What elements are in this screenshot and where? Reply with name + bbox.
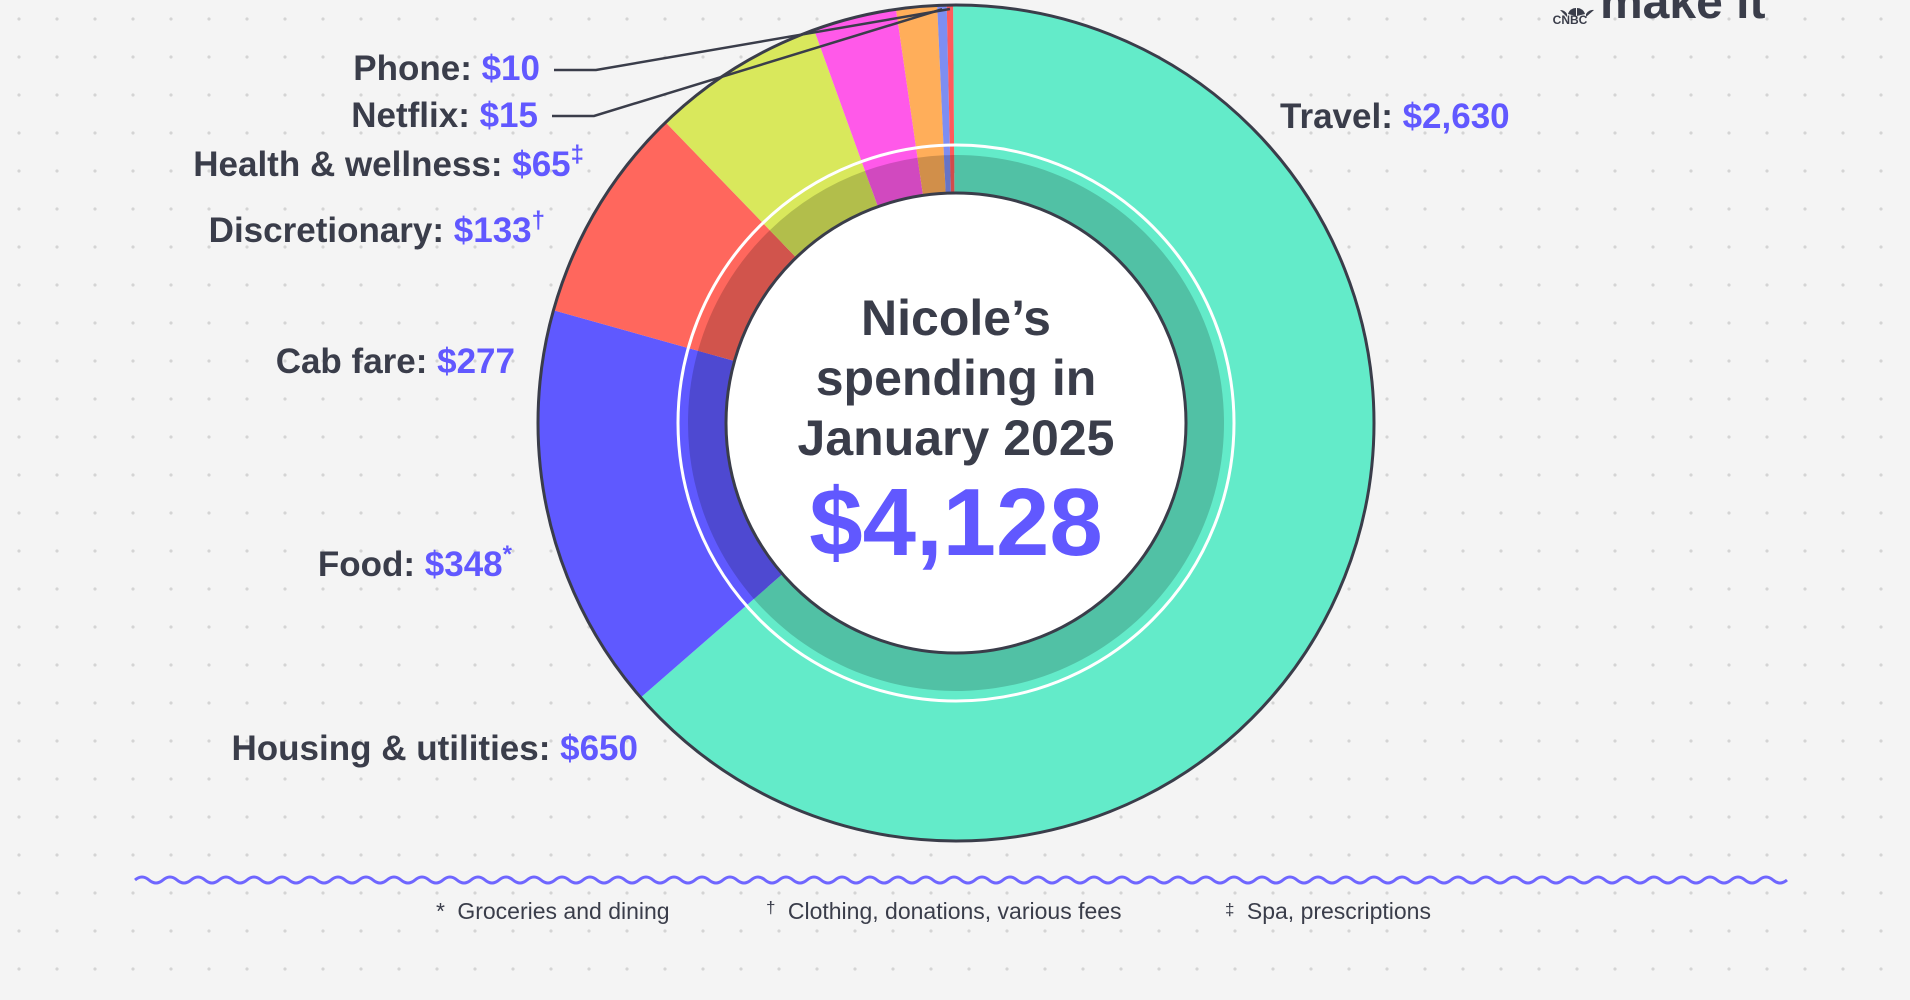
label-travel: Travel: $2,630 bbox=[1280, 97, 1510, 136]
slice-travel bbox=[640, 4, 1374, 841]
slice-housing-utilities bbox=[538, 310, 768, 698]
slice-band-discretionary bbox=[865, 157, 924, 207]
donut-outline bbox=[536, 3, 1376, 843]
label-name: Netflix: bbox=[351, 96, 479, 135]
label-name: Discretionary: bbox=[209, 211, 454, 250]
footnotes: * Groceries and dining † Clothing, donat… bbox=[436, 892, 1431, 924]
brand-name: make it bbox=[1600, 0, 1765, 29]
slice-band-food bbox=[697, 230, 797, 361]
footnote-3: ‡ Spa, prescriptions bbox=[1225, 894, 1431, 924]
center-label: Nicole’s spending in January 2025 $4,128 bbox=[798, 290, 1115, 576]
chart-title-line-2: spending in bbox=[816, 350, 1097, 406]
footnote-3-text: Spa, prescriptions bbox=[1247, 898, 1431, 924]
label-name: Cab fare: bbox=[276, 342, 437, 381]
leader-phone bbox=[554, 7, 951, 72]
brand-network: CNBC bbox=[1553, 13, 1588, 27]
slice-labels: Travel: $2,630 Housing & utilities: $650 F… bbox=[193, 49, 1509, 768]
label-value: $348 bbox=[425, 545, 503, 584]
slice-health-wellness bbox=[896, 5, 945, 176]
donut-slices bbox=[536, 3, 1376, 843]
label-name: Housing & utilities: bbox=[232, 729, 561, 768]
footnote-1: * Groceries and dining bbox=[436, 898, 670, 924]
slice-band-health-wellness bbox=[917, 155, 946, 196]
footnote-2-mark: † bbox=[766, 898, 775, 917]
slice-band-travel bbox=[753, 155, 1224, 691]
label-name: Food: bbox=[318, 545, 425, 584]
donut-inner-ring bbox=[676, 143, 1236, 703]
label-mark: * bbox=[503, 541, 513, 568]
label-value: $133 bbox=[454, 211, 532, 250]
footnote-2: † Clothing, donations, various fees bbox=[766, 892, 1122, 924]
label-housing-utilities: Housing & utilities: $650 bbox=[232, 729, 638, 768]
footnote-3-mark: ‡ bbox=[1225, 900, 1234, 919]
label-value: $277 bbox=[437, 342, 515, 381]
slice-netflix bbox=[937, 5, 951, 174]
label-mark: † bbox=[532, 207, 545, 234]
chart-title-line-1: Nicole’s bbox=[861, 290, 1051, 346]
label-cab-fare: Cab fare: $277 bbox=[276, 342, 515, 381]
label-name: Phone: bbox=[353, 49, 481, 88]
wavy-divider bbox=[134, 875, 1788, 885]
label-food: Food: $348* bbox=[318, 541, 513, 584]
footnote-1-mark: * bbox=[436, 898, 445, 924]
label-value: $65 bbox=[512, 145, 570, 184]
label-value: $650 bbox=[560, 729, 638, 768]
footnote-1-text: Groceries and dining bbox=[457, 898, 669, 924]
label-discretionary: Discretionary: $133† bbox=[209, 207, 545, 250]
slice-band-cab-fare bbox=[769, 170, 878, 258]
label-mark: ‡ bbox=[571, 141, 584, 168]
slice-phone bbox=[946, 5, 955, 174]
chart-total: $4,128 bbox=[809, 469, 1103, 576]
label-health-wellness: Health & wellness: $65‡ bbox=[193, 141, 584, 184]
label-name: Travel: bbox=[1280, 97, 1403, 136]
slice-cab-fare bbox=[665, 29, 872, 244]
slice-band-netflix bbox=[943, 155, 951, 194]
footnote-2-text: Clothing, donations, various fees bbox=[788, 898, 1122, 924]
label-value: $2,630 bbox=[1403, 97, 1510, 136]
label-phone: Phone: $10 bbox=[353, 49, 540, 88]
label-name: Health & wellness: bbox=[193, 145, 512, 184]
slice-band-housing-utilities bbox=[688, 350, 783, 599]
chart-title-line-3: January 2025 bbox=[798, 410, 1115, 466]
label-value: $15 bbox=[480, 96, 538, 135]
slice-discretionary bbox=[814, 9, 921, 188]
peacock-icon bbox=[1560, 7, 1594, 17]
label-netflix: Netflix: $15 bbox=[351, 96, 538, 135]
brand-logo: CNBC make it bbox=[1553, 0, 1766, 29]
label-value: $10 bbox=[482, 49, 540, 88]
slice-band-phone bbox=[950, 155, 955, 194]
donut-center bbox=[724, 191, 1188, 655]
leader-netflix bbox=[552, 8, 943, 118]
leader-lines bbox=[552, 7, 951, 118]
